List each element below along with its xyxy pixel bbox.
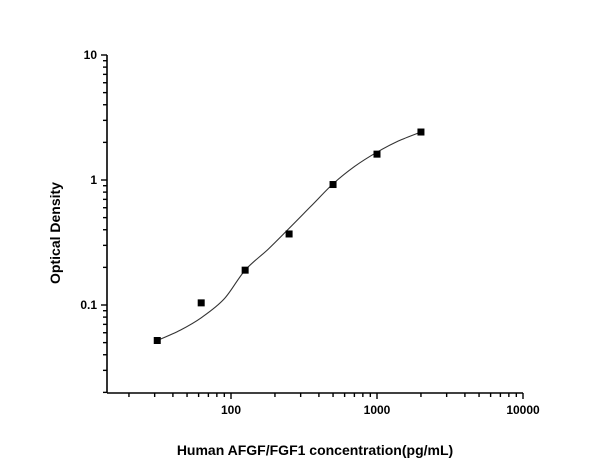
y-tick-label: 0.1	[80, 298, 97, 312]
y-axis-ticks: 0.1 1 10	[80, 48, 107, 394]
data-point	[285, 230, 293, 238]
data-point	[197, 299, 205, 307]
x-axis-title: Human AFGF/FGF1 concentration(pg/mL)	[177, 442, 453, 458]
y-axis: 0.1 1 10	[80, 48, 108, 394]
x-axis: 100 1000 10000	[107, 392, 540, 417]
data-point	[329, 181, 337, 189]
data-points	[153, 128, 425, 344]
data-point	[241, 266, 249, 274]
x-tick-label: 10000	[506, 403, 540, 417]
data-point	[417, 128, 425, 136]
y-axis-title: Optical Density	[47, 182, 63, 284]
plot-area	[153, 128, 425, 344]
data-point	[153, 336, 161, 344]
x-tick-label: 1000	[364, 403, 391, 417]
data-point	[373, 150, 381, 158]
y-tick-label: 10	[84, 48, 98, 62]
x-tick-label: 100	[221, 403, 241, 417]
x-axis-ticks: 100 1000 10000	[128, 393, 540, 417]
y-tick-label: 1	[90, 173, 97, 187]
